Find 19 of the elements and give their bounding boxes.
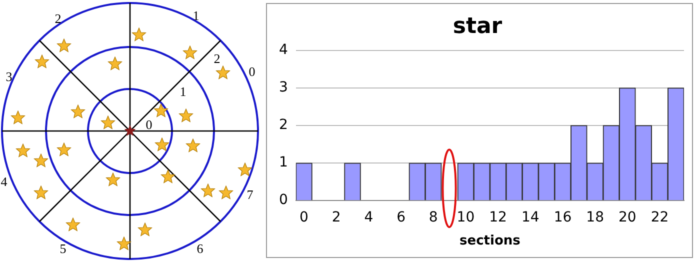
x-tick-label: 14 <box>521 210 540 226</box>
x-tick-label: 0 <box>300 210 308 226</box>
x-tick-label: 16 <box>554 210 572 226</box>
y-tick-label: 3 <box>278 80 288 96</box>
chart-title: star <box>452 14 502 39</box>
x-tick-label: 4 <box>364 210 374 226</box>
y-tick-label: 2 <box>278 117 288 134</box>
x-tick-label: 6 <box>396 210 406 226</box>
x-tick-label: 20 <box>618 210 636 226</box>
x-tick-label: 8 <box>428 210 438 226</box>
y-tick-label: 4 <box>278 42 288 58</box>
x-axis-title: sections <box>460 234 521 249</box>
y-tick-label: 0 <box>278 192 288 208</box>
y-tick-label: 1 <box>278 154 288 171</box>
x-tick-label: 10 <box>456 210 475 226</box>
x-tick-label: 22 <box>650 210 669 226</box>
x-tick-label: 18 <box>586 210 604 226</box>
x-tick-label: 12 <box>489 210 507 226</box>
x-tick-label: 2 <box>332 210 341 226</box>
